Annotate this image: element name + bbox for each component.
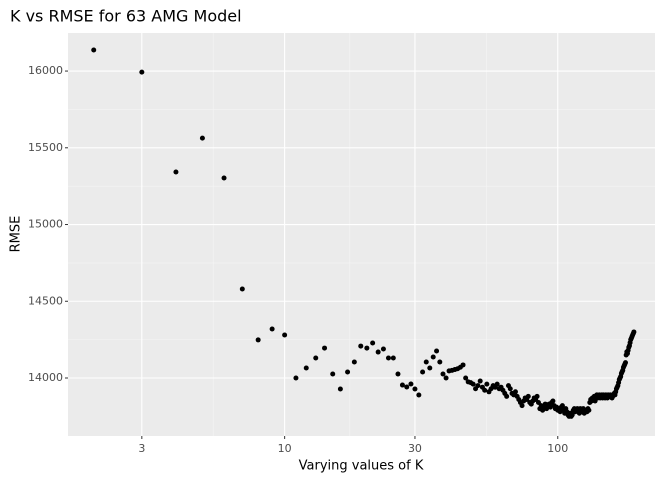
point (221, 175, 227, 181)
point (434, 348, 440, 354)
point (351, 359, 357, 365)
point (358, 343, 364, 349)
point (463, 375, 469, 381)
point (460, 362, 466, 368)
point (427, 365, 433, 371)
point (199, 135, 205, 141)
y-tick-label: 15500 (28, 141, 63, 154)
point (504, 393, 510, 399)
y-tick-label: 16000 (28, 64, 63, 77)
point (437, 359, 443, 365)
point (380, 346, 386, 352)
point (416, 392, 422, 398)
y-tick-label: 15000 (28, 218, 63, 231)
x-tick-label: 3 (138, 442, 145, 455)
point (559, 403, 565, 409)
point (519, 403, 525, 409)
panel (68, 33, 655, 436)
point (390, 355, 396, 361)
point (484, 381, 490, 387)
point (313, 355, 319, 361)
point (330, 371, 336, 377)
point (440, 371, 446, 377)
x-tick-label: 100 (547, 442, 568, 455)
chart-title: K vs RMSE for 63 AMG Model (10, 7, 242, 26)
point (399, 382, 405, 388)
point (404, 384, 410, 390)
point (475, 383, 481, 389)
y-tick-label: 14500 (28, 294, 63, 307)
point (395, 371, 401, 377)
point (586, 407, 592, 413)
y-tick-label: 14000 (28, 371, 63, 384)
point (91, 47, 97, 53)
point (385, 355, 391, 361)
x-tick-label: 10 (278, 442, 292, 455)
point (139, 69, 145, 75)
point (370, 340, 376, 346)
point (512, 389, 518, 395)
point (550, 398, 556, 404)
point (631, 329, 637, 335)
x-tick-label: 30 (408, 442, 422, 455)
point (255, 337, 261, 343)
point (470, 381, 476, 387)
point (322, 345, 328, 351)
point (569, 412, 575, 418)
point (482, 387, 488, 393)
point (443, 375, 449, 381)
point (408, 381, 414, 387)
point (423, 359, 429, 365)
point (507, 386, 513, 392)
point (345, 369, 351, 375)
point (430, 354, 436, 360)
point (239, 286, 245, 292)
y-axis-label: RMSE (9, 216, 24, 253)
point (173, 169, 179, 175)
point (420, 369, 426, 375)
point (622, 360, 628, 366)
point (337, 386, 343, 392)
point (375, 349, 381, 355)
point (269, 326, 275, 332)
point (303, 365, 309, 371)
x-axis-label: Varying values of K (299, 459, 424, 474)
point (364, 345, 370, 351)
point (477, 378, 483, 384)
point (525, 393, 531, 399)
point (293, 375, 299, 381)
point (412, 386, 418, 392)
point (534, 393, 540, 399)
point (282, 332, 288, 338)
point (494, 381, 500, 387)
